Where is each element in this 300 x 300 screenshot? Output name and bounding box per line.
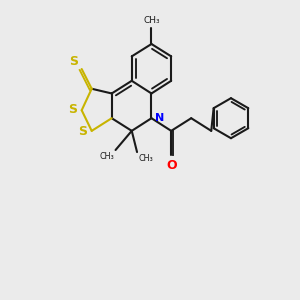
Text: S: S [68,103,77,116]
Text: S: S [78,125,87,138]
Text: CH₃: CH₃ [139,154,153,164]
Text: N: N [155,112,164,123]
Text: CH₃: CH₃ [143,16,160,26]
Text: S: S [69,55,78,68]
Text: O: O [166,159,176,172]
Text: CH₃: CH₃ [99,152,114,161]
